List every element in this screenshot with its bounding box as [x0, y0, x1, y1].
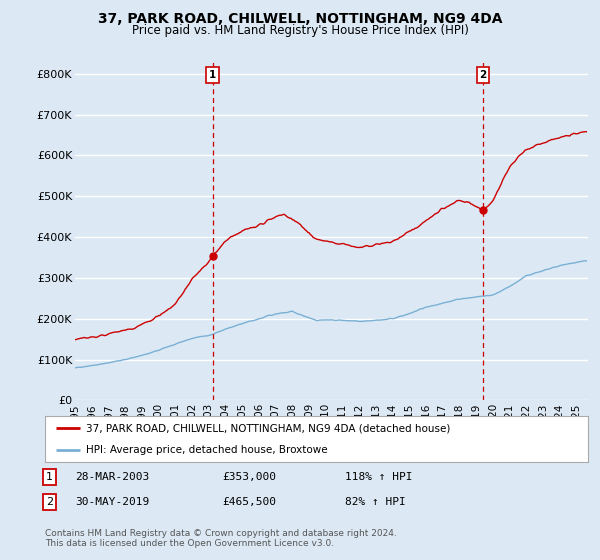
Text: 2: 2	[46, 497, 53, 507]
Text: 37, PARK ROAD, CHILWELL, NOTTINGHAM, NG9 4DA (detached house): 37, PARK ROAD, CHILWELL, NOTTINGHAM, NG9…	[86, 423, 450, 433]
Text: 1: 1	[46, 472, 53, 482]
Text: Contains HM Land Registry data © Crown copyright and database right 2024.
This d: Contains HM Land Registry data © Crown c…	[45, 529, 397, 548]
Text: 30-MAY-2019: 30-MAY-2019	[75, 497, 149, 507]
Text: 118% ↑ HPI: 118% ↑ HPI	[345, 472, 413, 482]
Text: Price paid vs. HM Land Registry's House Price Index (HPI): Price paid vs. HM Land Registry's House …	[131, 24, 469, 36]
Text: £353,000: £353,000	[222, 472, 276, 482]
Text: 1: 1	[209, 70, 217, 80]
Text: 2: 2	[479, 70, 487, 80]
Text: 37, PARK ROAD, CHILWELL, NOTTINGHAM, NG9 4DA: 37, PARK ROAD, CHILWELL, NOTTINGHAM, NG9…	[98, 12, 502, 26]
Text: HPI: Average price, detached house, Broxtowe: HPI: Average price, detached house, Brox…	[86, 445, 328, 455]
Text: 82% ↑ HPI: 82% ↑ HPI	[345, 497, 406, 507]
Text: £465,500: £465,500	[222, 497, 276, 507]
Text: 28-MAR-2003: 28-MAR-2003	[75, 472, 149, 482]
